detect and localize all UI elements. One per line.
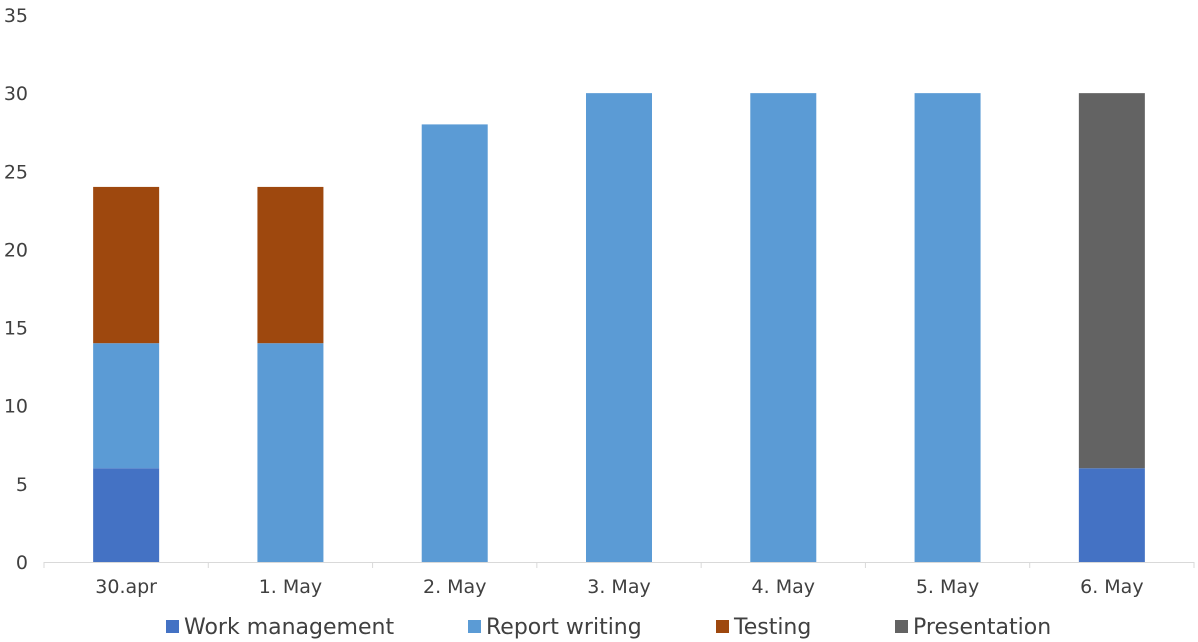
y-tick-label: 0 — [16, 552, 28, 574]
bar-segment-report-writing — [914, 93, 981, 563]
x-tick-label: 1. May — [259, 576, 322, 598]
bar-segment-testing — [93, 186, 160, 344]
legend: Work management Report writing Testing Pres… — [166, 615, 1051, 640]
legend-swatch — [468, 620, 481, 633]
bar-segment-report-writing — [257, 343, 324, 562]
bar-segment-report-writing — [750, 93, 817, 563]
y-tick-label: 30 — [4, 83, 28, 105]
x-tick-label: 5. May — [916, 576, 979, 598]
y-tick-label: 20 — [4, 239, 28, 261]
bar-segment-work-management — [1078, 468, 1145, 562]
y-tick-label: 5 — [16, 474, 28, 496]
legend-label: Testing — [733, 615, 811, 640]
bar-segment-testing — [257, 186, 324, 344]
legend-label: Work management — [184, 615, 394, 640]
y-tick-label: 25 — [4, 161, 28, 183]
x-tick-label: 6. May — [1080, 576, 1143, 598]
legend-swatch — [166, 620, 179, 633]
x-tick-label: 3. May — [587, 576, 650, 598]
legend-swatch — [716, 620, 729, 633]
x-tick-label: 4. May — [752, 576, 815, 598]
bars-group — [93, 93, 1145, 563]
bar-segment-work-management — [93, 468, 160, 562]
x-axis-ticks: 30.apr 1. May 2. May 3. May 4. May 5. May 6. M… — [43, 562, 1195, 598]
bar-segment-report-writing — [421, 124, 488, 563]
y-tick-label: 15 — [4, 318, 28, 340]
legend-label: Report writing — [486, 615, 642, 640]
y-tick-label: 35 — [4, 5, 28, 27]
x-tick-label: 2. May — [423, 576, 486, 598]
legend-label: Presentation — [913, 615, 1051, 640]
y-axis-ticks: 0 5 10 15 20 25 30 35 — [4, 5, 28, 574]
bar-segment-presentation — [1078, 93, 1145, 469]
bar-segment-report-writing — [586, 93, 652, 563]
x-tick-label: 30.apr — [95, 576, 157, 598]
legend-swatch — [895, 620, 908, 633]
y-tick-label: 10 — [4, 396, 28, 418]
bar-segment-report-writing — [93, 343, 160, 469]
